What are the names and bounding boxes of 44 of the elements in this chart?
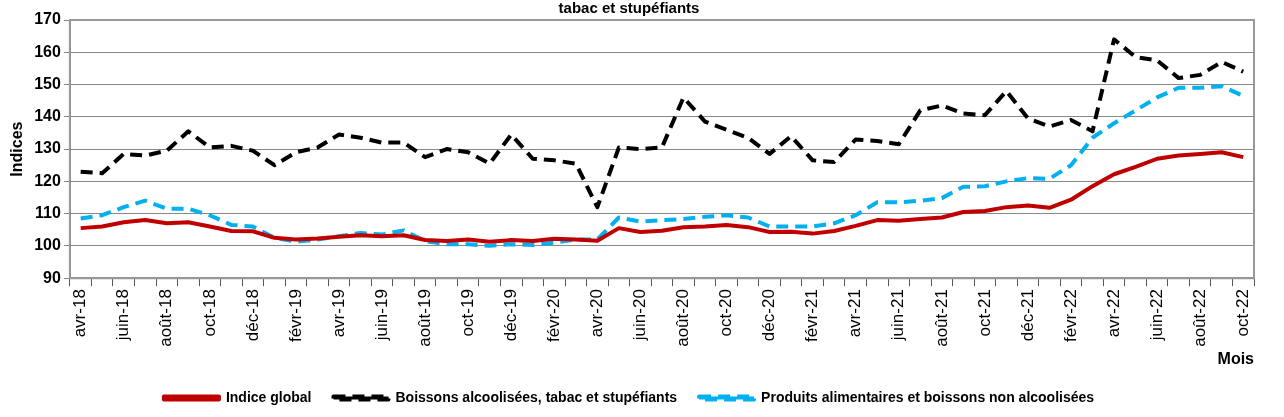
x-tick-label: juin-18	[113, 289, 133, 342]
y-axis-title: Indices	[8, 121, 26, 177]
x-tick-label: déc-19	[500, 289, 520, 342]
y-tick-label: 90	[43, 268, 61, 286]
x-tick-label: avr-21	[845, 289, 865, 338]
x-tick-label: août-18	[156, 289, 176, 347]
line-series	[78, 37, 1246, 210]
y-tick-label: 150	[34, 74, 61, 92]
y-tick-label: 120	[34, 171, 61, 189]
x-tick-label: juin-22	[1146, 289, 1166, 342]
legend-label: Indice global	[225, 388, 312, 405]
x-tick-label: juin-20	[630, 289, 650, 342]
x-tick-label: oct-22	[1232, 289, 1252, 337]
x-tick-label: août-19	[414, 289, 434, 347]
legend-label: Boissons alcoolisées, tabac et stupéfiants	[395, 388, 678, 405]
x-tick-label: avr-18	[70, 289, 90, 338]
legend-label: Produits alimentaires et boissons non alcoolisées	[761, 388, 1095, 405]
x-tick-label: avr-20	[587, 289, 607, 338]
x-tick-label: févr-19	[285, 289, 305, 343]
x-axis-title: Mois	[1217, 349, 1255, 367]
x-tick-label: oct-19	[457, 289, 477, 337]
x-tick-label: déc-21	[1017, 289, 1037, 342]
y-tick-label: 140	[34, 107, 61, 125]
x-tick-label: févr-20	[543, 289, 563, 343]
y-tick-label: 110	[35, 204, 61, 222]
x-tick-label: oct-18	[199, 289, 219, 337]
x-tick-label: déc-18	[242, 289, 262, 342]
x-tick-label: août-21	[931, 289, 951, 347]
y-tick-label: 160	[34, 42, 61, 60]
x-tick-label: févr-22	[1060, 289, 1080, 343]
y-tick-label: 170	[34, 10, 61, 28]
x-tick-label: juin-19	[371, 289, 391, 342]
x-tick-label: juin-21	[888, 289, 908, 342]
x-tick-label: avr-22	[1103, 289, 1123, 338]
y-tick-label: 100	[34, 236, 61, 254]
chart-title: tabac et stupéfiants	[558, 0, 700, 17]
x-tick-label: oct-21	[974, 289, 994, 337]
x-tick-label: déc-20	[759, 289, 779, 342]
x-tick-label: oct-20	[716, 289, 736, 337]
y-tick-label: 130	[34, 139, 61, 157]
x-tick-label: août-20	[673, 289, 693, 347]
x-tick-label: avr-19	[328, 289, 348, 338]
x-tick-label: août-22	[1189, 289, 1209, 347]
x-tick-label: févr-21	[802, 289, 822, 343]
